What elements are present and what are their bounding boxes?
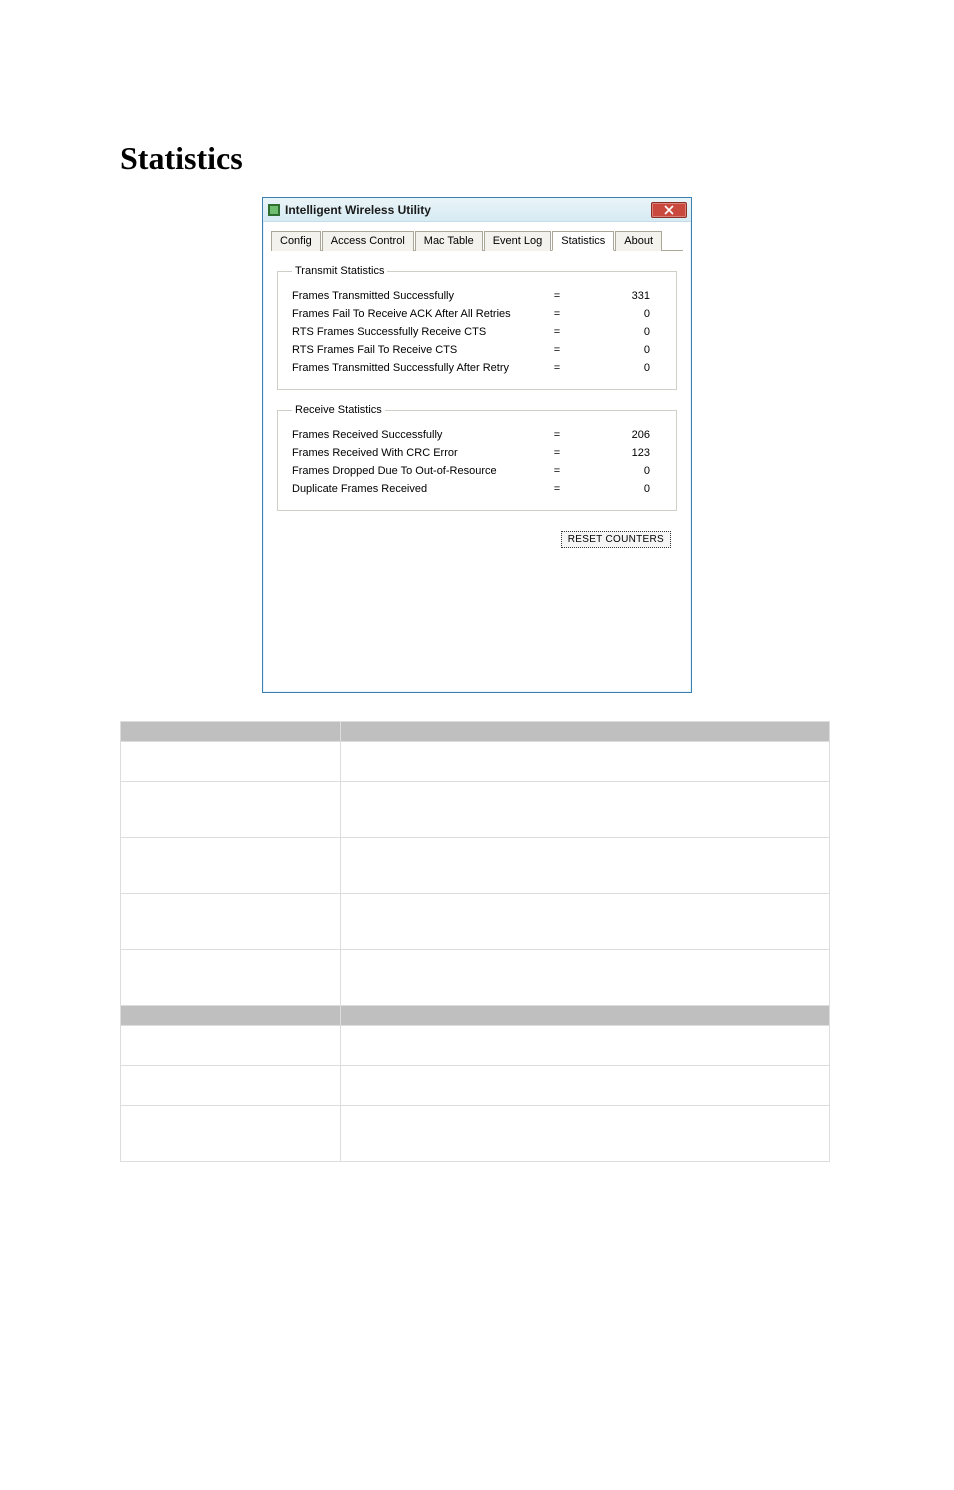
reset-counters-button[interactable]: RESET COUNTERS [561, 531, 671, 548]
tab-about[interactable]: About [615, 231, 662, 251]
stat-eq: = [542, 326, 572, 338]
stat-eq: = [542, 344, 572, 356]
tab-bar: Config Access Control Mac Table Event Lo… [271, 230, 683, 251]
stat-row: Frames Transmitted Successfully = 331 [292, 287, 666, 305]
close-button[interactable] [651, 202, 687, 218]
stat-eq: = [542, 483, 572, 495]
stat-value: 0 [572, 344, 666, 356]
page-heading: Statistics [120, 140, 954, 177]
stat-eq: = [542, 447, 572, 459]
table-row [121, 1026, 830, 1066]
stat-eq: = [542, 290, 572, 302]
stat-value: 206 [572, 429, 666, 441]
table-row [121, 1066, 830, 1106]
stat-label: Frames Dropped Due To Out-of-Resource [292, 465, 542, 477]
stat-value: 0 [572, 483, 666, 495]
tab-access-control[interactable]: Access Control [322, 231, 414, 251]
stat-label: Duplicate Frames Received [292, 483, 542, 495]
stat-label: Frames Received Successfully [292, 429, 542, 441]
table-row [121, 1106, 830, 1162]
stat-label: Frames Fail To Receive ACK After All Ret… [292, 308, 542, 320]
stat-row: Frames Received Successfully = 206 [292, 426, 666, 444]
stat-label: RTS Frames Successfully Receive CTS [292, 326, 542, 338]
stat-eq: = [542, 429, 572, 441]
titlebar: Intelligent Wireless Utility [263, 198, 691, 222]
table-row [121, 742, 830, 782]
app-window: Intelligent Wireless Utility Config Acce… [262, 197, 692, 693]
stat-label: Frames Received With CRC Error [292, 447, 542, 459]
transmit-legend: Transmit Statistics [292, 265, 387, 277]
tab-mac-table[interactable]: Mac Table [415, 231, 483, 251]
table-row [121, 782, 830, 838]
tab-event-log[interactable]: Event Log [484, 231, 552, 251]
receive-legend: Receive Statistics [292, 404, 385, 416]
table-header-row [121, 722, 830, 742]
transmit-statistics-group: Transmit Statistics Frames Transmitted S… [277, 265, 677, 390]
stat-eq: = [542, 362, 572, 374]
stat-value: 0 [572, 465, 666, 477]
stat-row: RTS Frames Fail To Receive CTS = 0 [292, 341, 666, 359]
stat-row: Duplicate Frames Received = 0 [292, 480, 666, 498]
stat-row: Frames Transmitted Successfully After Re… [292, 359, 666, 377]
stat-eq: = [542, 308, 572, 320]
window-title: Intelligent Wireless Utility [285, 203, 651, 217]
stat-value: 0 [572, 308, 666, 320]
stat-label: Frames Transmitted Successfully [292, 290, 542, 302]
table-row [121, 838, 830, 894]
table-row [121, 894, 830, 950]
tab-statistics[interactable]: Statistics [552, 231, 614, 251]
description-table [120, 721, 830, 1162]
stat-eq: = [542, 465, 572, 477]
stat-label: RTS Frames Fail To Receive CTS [292, 344, 542, 356]
stat-value: 0 [572, 326, 666, 338]
close-icon [664, 205, 674, 215]
stat-row: Frames Fail To Receive ACK After All Ret… [292, 305, 666, 323]
app-icon [267, 203, 281, 217]
stat-value: 123 [572, 447, 666, 459]
stat-value: 0 [572, 362, 666, 374]
table-header-row [121, 1006, 830, 1026]
stat-row: Frames Received With CRC Error = 123 [292, 444, 666, 462]
receive-statistics-group: Receive Statistics Frames Received Succe… [277, 404, 677, 511]
client-area: Config Access Control Mac Table Event Lo… [263, 222, 691, 692]
stat-row: RTS Frames Successfully Receive CTS = 0 [292, 323, 666, 341]
stat-row: Frames Dropped Due To Out-of-Resource = … [292, 462, 666, 480]
stat-label: Frames Transmitted Successfully After Re… [292, 362, 542, 374]
tab-config[interactable]: Config [271, 231, 321, 251]
stat-value: 331 [572, 290, 666, 302]
table-row [121, 950, 830, 1006]
